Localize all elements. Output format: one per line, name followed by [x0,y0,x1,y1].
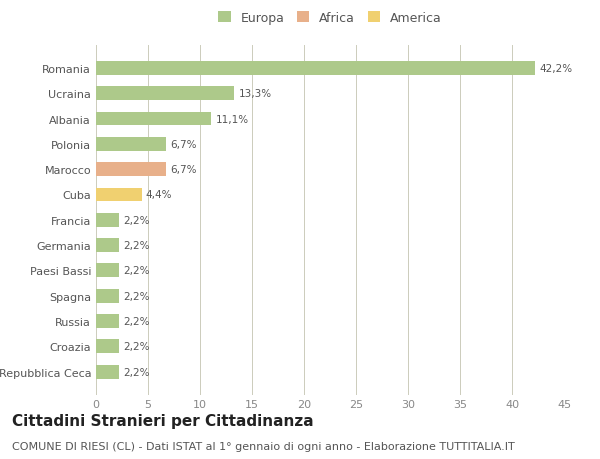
Bar [96,314,119,328]
Bar [96,239,119,252]
Text: 13,3%: 13,3% [238,89,272,99]
Bar [96,87,235,101]
Text: 4,4%: 4,4% [146,190,172,200]
Bar [96,62,535,76]
Text: 2,2%: 2,2% [123,266,149,276]
Text: 2,2%: 2,2% [123,367,149,377]
Text: 2,2%: 2,2% [123,291,149,301]
Text: 2,2%: 2,2% [123,316,149,326]
Bar [96,264,119,278]
Bar [96,138,166,151]
Text: 6,7%: 6,7% [170,140,196,150]
Text: Cittadini Stranieri per Cittadinanza: Cittadini Stranieri per Cittadinanza [12,413,314,428]
Text: 42,2%: 42,2% [539,64,572,74]
Bar [96,163,166,177]
Bar [96,340,119,353]
Bar [96,289,119,303]
Text: 2,2%: 2,2% [123,215,149,225]
Bar [96,365,119,379]
Bar [96,188,142,202]
Text: 2,2%: 2,2% [123,341,149,352]
Text: 6,7%: 6,7% [170,165,196,175]
Text: 2,2%: 2,2% [123,241,149,251]
Legend: Europa, Africa, America: Europa, Africa, America [213,7,447,30]
Text: COMUNE DI RIESI (CL) - Dati ISTAT al 1° gennaio di ogni anno - Elaborazione TUTT: COMUNE DI RIESI (CL) - Dati ISTAT al 1° … [12,441,515,451]
Text: 11,1%: 11,1% [215,114,249,124]
Bar [96,213,119,227]
Bar [96,112,211,126]
